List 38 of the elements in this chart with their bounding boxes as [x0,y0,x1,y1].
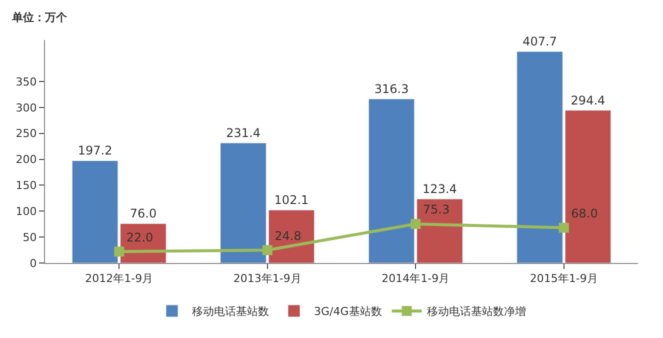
data-label: 22.0 [126,230,154,244]
y-tick-label: 50 [22,230,37,244]
data-label: 102.1 [274,193,309,208]
point [410,218,421,229]
y-tick-label: 100 [16,204,37,218]
point [114,246,124,257]
data-label: 316.3 [374,82,409,96]
bar [72,160,118,263]
y-tick-label: 250 [16,127,37,140]
data-label: 75.3 [422,202,450,217]
x-tick-label: 2014年1-9月 [382,272,450,286]
data-label: 294.4 [570,93,606,108]
bar [368,98,415,263]
point [262,245,272,256]
y-tick-label: 150 [16,179,37,192]
y-tick-label: 200 [16,153,37,166]
data-label: 68.0 [571,206,598,220]
legend-label: 3G/4G基站数 [314,305,382,318]
bar [416,198,463,263]
data-label: 407.7 [522,34,557,49]
y-tick-label: 0 [30,256,37,270]
x-tick-label: 2013年1-9月 [233,272,302,286]
data-label: 231.4 [226,126,260,140]
data-label: 76.0 [130,206,157,221]
y-tick-label: 350 [16,75,37,88]
y-tick-label: 300 [16,101,37,114]
point [558,222,569,233]
bar [564,110,612,263]
x-tick-label: 2015年1-9月 [530,272,598,286]
legend-label: 移动电话基站数净增 [426,305,526,318]
bar [516,51,563,263]
data-label: 197.2 [78,144,112,158]
data-label: 24.8 [274,228,302,243]
bar [220,142,266,263]
legend-label: 移动电话基站数 [192,305,269,318]
text: 单位：万个 [11,11,68,24]
x-tick-label: 2012年1-9月 [85,272,154,286]
data-label: 123.4 [422,182,457,196]
